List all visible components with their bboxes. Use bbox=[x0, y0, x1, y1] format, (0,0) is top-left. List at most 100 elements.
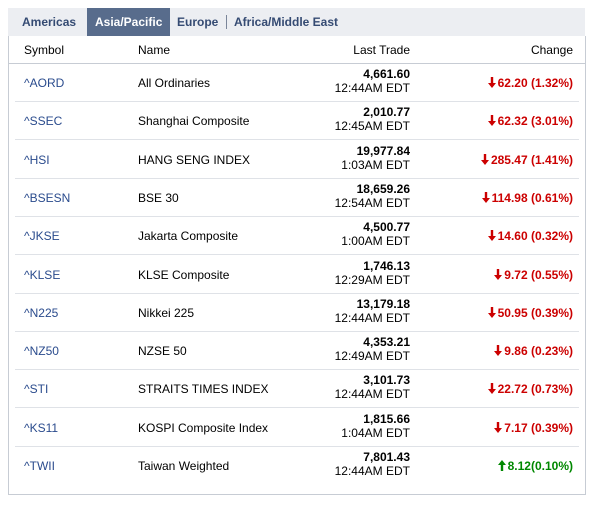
row-divider bbox=[15, 407, 579, 409]
symbol-link[interactable]: ^HSI bbox=[24, 152, 50, 167]
change-text: 9.72 (0.55%) bbox=[504, 267, 573, 282]
arrow-down-icon bbox=[487, 77, 496, 88]
row-divider bbox=[15, 369, 579, 371]
symbol-link[interactable]: ^BSESN bbox=[24, 190, 71, 205]
index-name: STRAITS TIMES INDEX bbox=[138, 382, 269, 397]
change-value: 22.72 (0.73%) bbox=[487, 382, 573, 397]
change-value: 114.98 (0.61%) bbox=[481, 190, 573, 205]
row-divider bbox=[15, 101, 579, 102]
table-row: ^STI STRAITS TIMES INDEX 3,101.73 12:44AM E… bbox=[9, 370, 585, 409]
table-row: ^BSESN BSE 30 18,659.26 12:54AM EDT 114.98 (… bbox=[9, 179, 585, 217]
index-name: HANG SENG INDEX bbox=[138, 152, 251, 167]
table-header: Symbol Name Last Trade Change bbox=[9, 36, 585, 64]
row-divider bbox=[15, 215, 579, 217]
last-trade-time: 12:49AM EDT bbox=[334, 349, 410, 364]
last-trade-price: 4,500.77 bbox=[363, 220, 410, 235]
table-row: ^SSEC Shanghai Composite 2,010.77 12:45AM E… bbox=[9, 102, 585, 141]
change-value: 8.12(0.10%) bbox=[497, 459, 573, 473]
column-header-last-trade: Last Trade bbox=[353, 43, 410, 57]
change-text: 22.72 (0.73%) bbox=[497, 382, 573, 397]
change-value: 9.86 (0.23%) bbox=[494, 344, 573, 358]
row-divider bbox=[15, 445, 579, 447]
arrow-down-icon bbox=[487, 230, 496, 242]
symbol-link[interactable]: ^NZ50 bbox=[24, 344, 59, 359]
arrow-up-icon bbox=[497, 460, 506, 471]
change-text: 7.17 (0.39%) bbox=[504, 420, 573, 435]
table-row: ^NZ50 NZSE 50 4,353.21 12:49AM EDT 9.86 (0.2… bbox=[9, 332, 585, 371]
last-trade-time: 12:54AM EDT bbox=[334, 195, 410, 210]
index-name: Jakarta Composite bbox=[138, 229, 239, 244]
table-row: ^JKSE Jakarta Composite 4,500.77 1:00AM EDT… bbox=[9, 217, 585, 256]
table-row: ^N225 Nikkei 225 13,179.18 12:44AM EDT 50.95… bbox=[9, 294, 585, 332]
symbol-link[interactable]: ^N225 bbox=[24, 305, 59, 320]
last-trade-price: 3,101.73 bbox=[363, 373, 410, 388]
row-divider bbox=[15, 177, 579, 179]
change-text: 8.12(0.10%) bbox=[507, 459, 573, 473]
region-tab-bar: Americas Asia/Pacific Europe Africa/Midd… bbox=[8, 8, 585, 39]
last-trade-time: 12:29AM EDT bbox=[334, 272, 410, 287]
index-name: KLSE Composite bbox=[138, 267, 230, 282]
index-name: Taiwan Weighted bbox=[138, 459, 230, 473]
change-value: 285.47 (1.41%) bbox=[480, 153, 573, 167]
last-trade-price: 1,815.66 bbox=[363, 411, 410, 426]
column-header-change: Change bbox=[530, 43, 573, 57]
column-header-name: Name bbox=[138, 43, 171, 57]
change-value: 50.95 (0.39%) bbox=[487, 305, 573, 320]
change-text: 9.86 (0.23%) bbox=[504, 344, 573, 359]
tab-africa-middle-east[interactable]: Africa/Middle East bbox=[234, 15, 339, 29]
last-trade-time: 12:44AM EDT bbox=[334, 464, 410, 478]
change-value: 7.17 (0.39%) bbox=[494, 421, 573, 435]
column-header-symbol: Symbol bbox=[24, 43, 65, 57]
last-trade-price: 2,010.77 bbox=[363, 105, 410, 120]
change-value: 62.20 (1.32%) bbox=[487, 76, 573, 90]
index-name: KOSPI Composite Index bbox=[138, 420, 269, 435]
symbol-link[interactable]: ^SSEC bbox=[24, 114, 63, 129]
index-name: All Ordinaries bbox=[138, 76, 211, 90]
index-name: Nikkei 225 bbox=[138, 305, 195, 320]
change-text: 62.20 (1.32%) bbox=[497, 76, 573, 90]
symbol-link[interactable]: ^KS11 bbox=[24, 420, 59, 435]
quotes-panel: Symbol Name Last Trade Change ^AORD All O… bbox=[8, 36, 586, 495]
index-name: Shanghai Composite bbox=[138, 114, 250, 129]
change-text: 50.95 (0.39%) bbox=[497, 305, 573, 320]
symbol-link[interactable]: ^AORD bbox=[24, 76, 65, 90]
index-name: BSE 30 bbox=[138, 190, 179, 205]
index-name: NZSE 50 bbox=[138, 344, 187, 359]
last-trade-time: 1:00AM EDT bbox=[341, 234, 410, 249]
tab-asia-pacific[interactable]: Asia/Pacific bbox=[87, 8, 171, 39]
last-trade-time: 12:44AM EDT bbox=[334, 387, 410, 402]
arrow-down-icon bbox=[481, 191, 490, 203]
table-row: ^KLSE KLSE Composite 1,746.13 12:29AM EDT 9.… bbox=[9, 256, 585, 294]
arrow-down-icon bbox=[494, 345, 503, 357]
change-value: 14.60 (0.32%) bbox=[487, 229, 573, 244]
symbol-link[interactable]: ^TWII bbox=[24, 459, 55, 473]
last-trade-price: 18,659.26 bbox=[356, 181, 410, 196]
change-text: 114.98 (0.61%) bbox=[491, 190, 573, 205]
last-trade-price: 7,801.43 bbox=[363, 450, 410, 464]
last-trade-time: 12:44AM EDT bbox=[334, 81, 410, 95]
tab-americas[interactable]: Americas bbox=[22, 15, 77, 29]
last-trade-time: 1:03AM EDT bbox=[341, 157, 410, 172]
symbol-link[interactable]: ^JKSE bbox=[24, 229, 60, 244]
last-trade-price: 13,179.18 bbox=[356, 296, 410, 311]
table-row: ^AORD All Ordinaries 4,661.60 12:44AM EDT 62… bbox=[9, 64, 585, 102]
tab-separator bbox=[226, 15, 227, 29]
symbol-link[interactable]: ^STI bbox=[24, 382, 49, 397]
last-trade-time: 12:44AM EDT bbox=[334, 310, 410, 325]
last-trade-time: 1:04AM EDT bbox=[341, 425, 410, 440]
change-text: 14.60 (0.32%) bbox=[497, 229, 573, 244]
tab-europe[interactable]: Europe bbox=[177, 15, 219, 29]
row-divider bbox=[15, 330, 579, 332]
row-divider bbox=[15, 139, 579, 141]
last-trade-price: 1,746.13 bbox=[363, 258, 410, 273]
symbol-link[interactable]: ^KLSE bbox=[24, 267, 61, 282]
last-trade-time: 12:45AM EDT bbox=[334, 119, 410, 134]
row-divider bbox=[15, 292, 579, 294]
change-text: 62.32 (3.01%) bbox=[497, 114, 573, 129]
arrow-down-icon bbox=[494, 268, 503, 280]
last-trade-price: 19,977.84 bbox=[356, 143, 410, 158]
arrow-down-icon bbox=[487, 383, 496, 395]
arrow-down-icon bbox=[494, 421, 503, 433]
table-row: ^TWII Taiwan Weighted 7,801.43 12:44AM EDT 8… bbox=[9, 447, 585, 485]
last-trade-price: 4,661.60 bbox=[363, 67, 410, 81]
